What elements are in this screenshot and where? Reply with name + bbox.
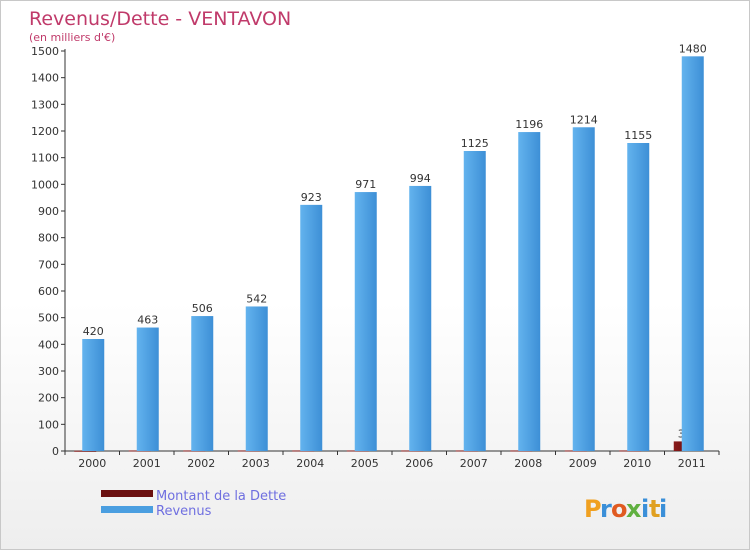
y-tick-label: 200	[38, 392, 59, 405]
x-tick-label: 2009	[569, 457, 597, 470]
axes: 0 100 200 300 400 500 600 700 800 900 1000 1100 1200…	[31, 45, 720, 470]
bar-revenus	[572, 127, 595, 452]
y-tick-label: 500	[38, 312, 59, 325]
data-label-revenus: 1196	[515, 118, 543, 131]
y-tick-label: 900	[38, 205, 59, 218]
bar-revenus	[681, 56, 704, 451]
x-tick-label: 2005	[351, 457, 379, 470]
data-label-revenus: 506	[192, 302, 213, 315]
chart-title: Revenus/Dette - VENTAVON	[29, 8, 291, 30]
bar-dette	[74, 450, 97, 452]
x-tick-label: 2006	[405, 457, 433, 470]
x-tick-label: 2000	[78, 457, 106, 470]
x-tick-label: 2008	[514, 457, 542, 470]
y-tick-label: 1000	[31, 178, 59, 191]
legend-label-dette: Montant de la Dette	[156, 489, 286, 504]
y-tick-label: 600	[38, 285, 59, 298]
x-tick-label: 2001	[133, 457, 161, 470]
data-label-revenus: 1155	[624, 129, 652, 142]
watermark-letter: P	[584, 495, 602, 523]
chart-subtitle: (en milliers d'€)	[29, 31, 115, 44]
x-tick-label: 2003	[242, 457, 270, 470]
y-tick-label: 1100	[31, 152, 59, 165]
proxiti-logo-icon: Pr ox i ti	[584, 495, 667, 523]
legend-label-revenus: Revenus	[156, 504, 212, 519]
bar-revenus	[191, 316, 214, 451]
watermark-letter: t	[649, 495, 660, 523]
bar-revenus	[245, 306, 268, 451]
y-tick-label: 800	[38, 232, 59, 245]
y-tick-label: 1400	[31, 72, 59, 85]
x-tick-label: 2002	[187, 457, 215, 470]
data-label-revenus: 1214	[570, 113, 598, 126]
data-label-revenus: 1125	[461, 137, 489, 150]
y-tick-label: 700	[38, 258, 59, 271]
y-tick-label: 100	[38, 418, 59, 431]
bar-revenus	[300, 204, 323, 451]
x-tick-label: 2004	[296, 457, 324, 470]
y-tick-label: 400	[38, 338, 59, 351]
data-label-revenus: 923	[301, 191, 322, 204]
y-tick-label: 1300	[31, 98, 59, 111]
data-label-revenus: 971	[355, 178, 376, 191]
legend-swatch-revenus	[101, 506, 153, 513]
watermark-letter: i	[659, 495, 667, 523]
bar-revenus	[627, 143, 650, 451]
watermark-letter: o	[611, 495, 628, 523]
legend-swatch-dette	[101, 490, 153, 497]
bar-revenus	[463, 151, 486, 451]
x-tick-label: 2007	[460, 457, 488, 470]
bar-revenus	[82, 339, 105, 451]
legend: Montant de la Dette Revenus	[101, 489, 286, 519]
data-label-revenus: 463	[137, 314, 158, 327]
bars: 1420246325062542292329712994211252119621…	[74, 42, 707, 452]
bar-revenus	[409, 185, 432, 451]
y-tick-label: 300	[38, 365, 59, 378]
data-label-revenus: 420	[83, 325, 104, 338]
y-tick-label: 0	[52, 445, 59, 458]
bar-revenus	[136, 327, 159, 451]
watermark-letter: r	[600, 495, 612, 523]
x-tick-label: 2010	[623, 457, 651, 470]
data-label-revenus: 542	[246, 292, 267, 305]
data-label-revenus: 1480	[679, 42, 707, 55]
y-tick-label: 1500	[31, 45, 59, 58]
watermark-letter: x	[626, 495, 642, 523]
bar-revenus	[518, 132, 541, 452]
bar-revenus	[354, 192, 377, 452]
x-tick-label: 2011	[678, 457, 706, 470]
y-tick-label: 1200	[31, 125, 59, 138]
watermark-letter: i	[641, 495, 649, 523]
data-label-revenus: 994	[410, 172, 431, 185]
